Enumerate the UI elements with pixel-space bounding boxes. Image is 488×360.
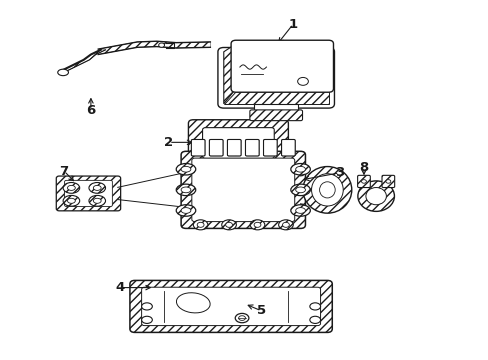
FancyBboxPatch shape xyxy=(357,175,369,188)
FancyBboxPatch shape xyxy=(188,120,288,166)
FancyBboxPatch shape xyxy=(142,287,320,325)
FancyBboxPatch shape xyxy=(218,48,334,108)
Text: 7: 7 xyxy=(60,165,68,177)
FancyBboxPatch shape xyxy=(56,176,121,211)
Text: 2: 2 xyxy=(164,136,173,149)
Ellipse shape xyxy=(319,182,334,198)
Ellipse shape xyxy=(290,163,310,175)
Ellipse shape xyxy=(221,220,236,230)
Ellipse shape xyxy=(250,220,264,230)
Ellipse shape xyxy=(89,183,105,193)
Ellipse shape xyxy=(181,187,190,193)
FancyBboxPatch shape xyxy=(263,139,277,156)
Polygon shape xyxy=(98,41,210,54)
FancyBboxPatch shape xyxy=(209,139,223,156)
Ellipse shape xyxy=(193,220,207,230)
Ellipse shape xyxy=(176,293,210,313)
FancyBboxPatch shape xyxy=(249,110,302,121)
Ellipse shape xyxy=(297,77,308,85)
Ellipse shape xyxy=(238,316,245,320)
Text: 5: 5 xyxy=(257,305,265,318)
Polygon shape xyxy=(59,50,105,72)
Ellipse shape xyxy=(290,205,310,216)
FancyBboxPatch shape xyxy=(181,151,305,228)
Ellipse shape xyxy=(63,195,80,206)
Text: 4: 4 xyxy=(115,281,124,294)
Ellipse shape xyxy=(93,185,101,190)
Ellipse shape xyxy=(58,69,68,76)
Ellipse shape xyxy=(225,222,232,227)
FancyBboxPatch shape xyxy=(191,139,204,156)
Bar xyxy=(254,104,298,113)
Ellipse shape xyxy=(181,208,190,213)
Text: 3: 3 xyxy=(334,166,344,179)
FancyBboxPatch shape xyxy=(281,139,295,156)
FancyBboxPatch shape xyxy=(64,180,112,207)
FancyBboxPatch shape xyxy=(231,40,333,92)
FancyBboxPatch shape xyxy=(281,139,295,156)
Ellipse shape xyxy=(89,195,105,206)
FancyBboxPatch shape xyxy=(227,139,241,156)
Ellipse shape xyxy=(176,184,195,195)
Ellipse shape xyxy=(311,174,343,206)
Ellipse shape xyxy=(142,303,152,310)
Ellipse shape xyxy=(278,220,293,230)
Ellipse shape xyxy=(385,180,390,183)
Ellipse shape xyxy=(142,316,152,323)
FancyBboxPatch shape xyxy=(227,139,241,156)
Ellipse shape xyxy=(181,166,190,172)
Ellipse shape xyxy=(176,205,195,216)
Ellipse shape xyxy=(365,188,386,205)
Text: 1: 1 xyxy=(288,18,297,31)
Ellipse shape xyxy=(235,314,248,323)
Ellipse shape xyxy=(309,303,320,310)
Ellipse shape xyxy=(254,222,261,227)
FancyBboxPatch shape xyxy=(381,175,394,188)
Text: 8: 8 xyxy=(359,161,368,174)
Ellipse shape xyxy=(295,166,305,172)
Ellipse shape xyxy=(357,181,394,211)
Ellipse shape xyxy=(361,180,366,183)
Ellipse shape xyxy=(197,222,203,227)
FancyBboxPatch shape xyxy=(245,139,259,156)
FancyBboxPatch shape xyxy=(202,128,274,158)
Ellipse shape xyxy=(309,316,320,323)
Ellipse shape xyxy=(63,183,80,193)
Ellipse shape xyxy=(67,198,75,203)
FancyBboxPatch shape xyxy=(245,139,259,156)
Ellipse shape xyxy=(290,184,310,195)
Ellipse shape xyxy=(295,208,305,213)
Ellipse shape xyxy=(158,43,164,47)
FancyBboxPatch shape xyxy=(191,139,204,156)
Polygon shape xyxy=(224,91,328,104)
Polygon shape xyxy=(224,44,236,104)
Text: 6: 6 xyxy=(86,104,95,117)
Ellipse shape xyxy=(295,187,305,193)
FancyBboxPatch shape xyxy=(130,280,331,332)
Ellipse shape xyxy=(176,163,195,175)
Ellipse shape xyxy=(303,167,351,213)
Ellipse shape xyxy=(282,222,289,227)
Ellipse shape xyxy=(67,185,75,190)
FancyBboxPatch shape xyxy=(209,139,223,156)
FancyBboxPatch shape xyxy=(191,158,294,222)
FancyBboxPatch shape xyxy=(263,139,277,156)
Ellipse shape xyxy=(93,198,101,203)
